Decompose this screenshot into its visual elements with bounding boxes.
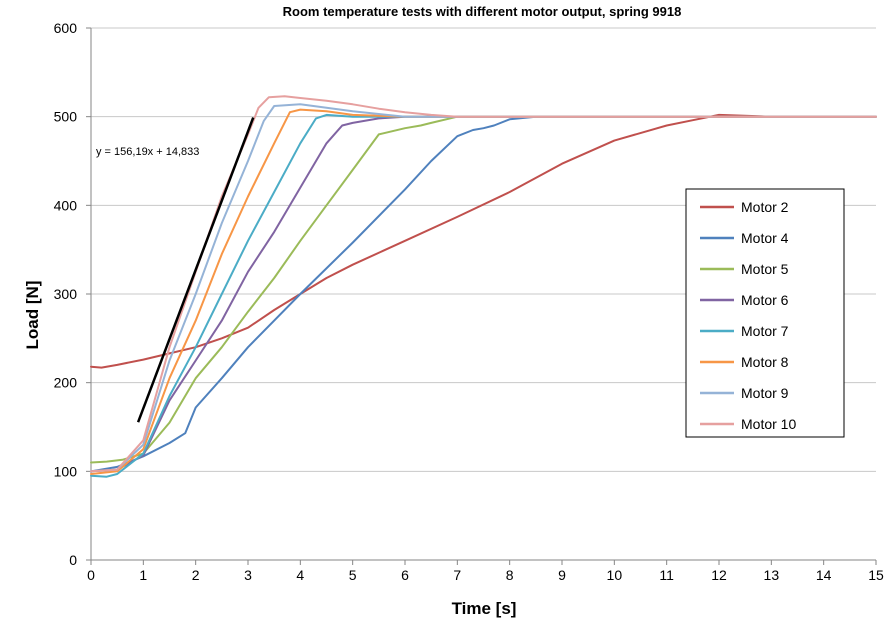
x-tick-label: 11 [659, 567, 674, 583]
x-tick-label: 10 [607, 567, 623, 583]
trendline-line [136, 117, 255, 423]
legend-label: Motor 7 [741, 323, 789, 339]
legend-label: Motor 2 [741, 199, 789, 215]
legend: Motor 2 Motor 4 Motor 5 Motor 6 Motor 7 Motor… [685, 188, 845, 438]
series-line-motor-2 [90, 113, 877, 369]
x-tick-label: 15 [868, 567, 884, 583]
x-tick-label: 7 [453, 567, 461, 583]
series-lines [90, 95, 877, 478]
trendline-equation: y = 156,19x + 14,833 [96, 146, 199, 158]
y-tick-label: 0 [69, 552, 77, 568]
y-tick-label: 400 [54, 197, 78, 213]
legend-label: Motor 10 [741, 416, 796, 432]
y-tick-label: 100 [54, 463, 78, 479]
x-tick-label: 9 [558, 567, 566, 583]
x-tick-label: 8 [506, 567, 514, 583]
x-tick-label: 3 [244, 567, 252, 583]
x-tick-label: 0 [87, 567, 95, 583]
x-tick-label: 1 [139, 567, 147, 583]
x-tick-label: 6 [401, 567, 409, 583]
legend-label: Motor 4 [741, 230, 789, 246]
x-tick-label: 13 [764, 567, 780, 583]
y-tick-label: 600 [54, 20, 78, 36]
legend-label: Motor 6 [741, 292, 789, 308]
x-tick-label: 14 [816, 567, 832, 583]
x-tick-label: 5 [349, 567, 357, 583]
legend-label: Motor 9 [741, 385, 789, 401]
y-tick-labels: 0 100 200 300 400 500 600 [54, 20, 78, 568]
chart-title: Room temperature tests with different mo… [283, 4, 682, 19]
legend-label: Motor 5 [741, 261, 789, 277]
y-tick-label: 200 [54, 375, 78, 391]
y-axis-title: Load [N] [23, 281, 42, 350]
x-tick-label: 2 [192, 567, 200, 583]
x-axis-title: Time [s] [452, 599, 517, 618]
x-tick-labels: 0 1 2 3 4 5 6 7 8 9 10 11 12 13 14 15 [87, 567, 884, 583]
y-tick-label: 500 [54, 109, 78, 125]
y-tick-label: 300 [54, 286, 78, 302]
legend-label: Motor 8 [741, 354, 789, 370]
x-tick-label: 12 [711, 567, 727, 583]
trendline [136, 117, 255, 423]
legend-box [685, 188, 845, 438]
x-tick-label: 4 [296, 567, 304, 583]
